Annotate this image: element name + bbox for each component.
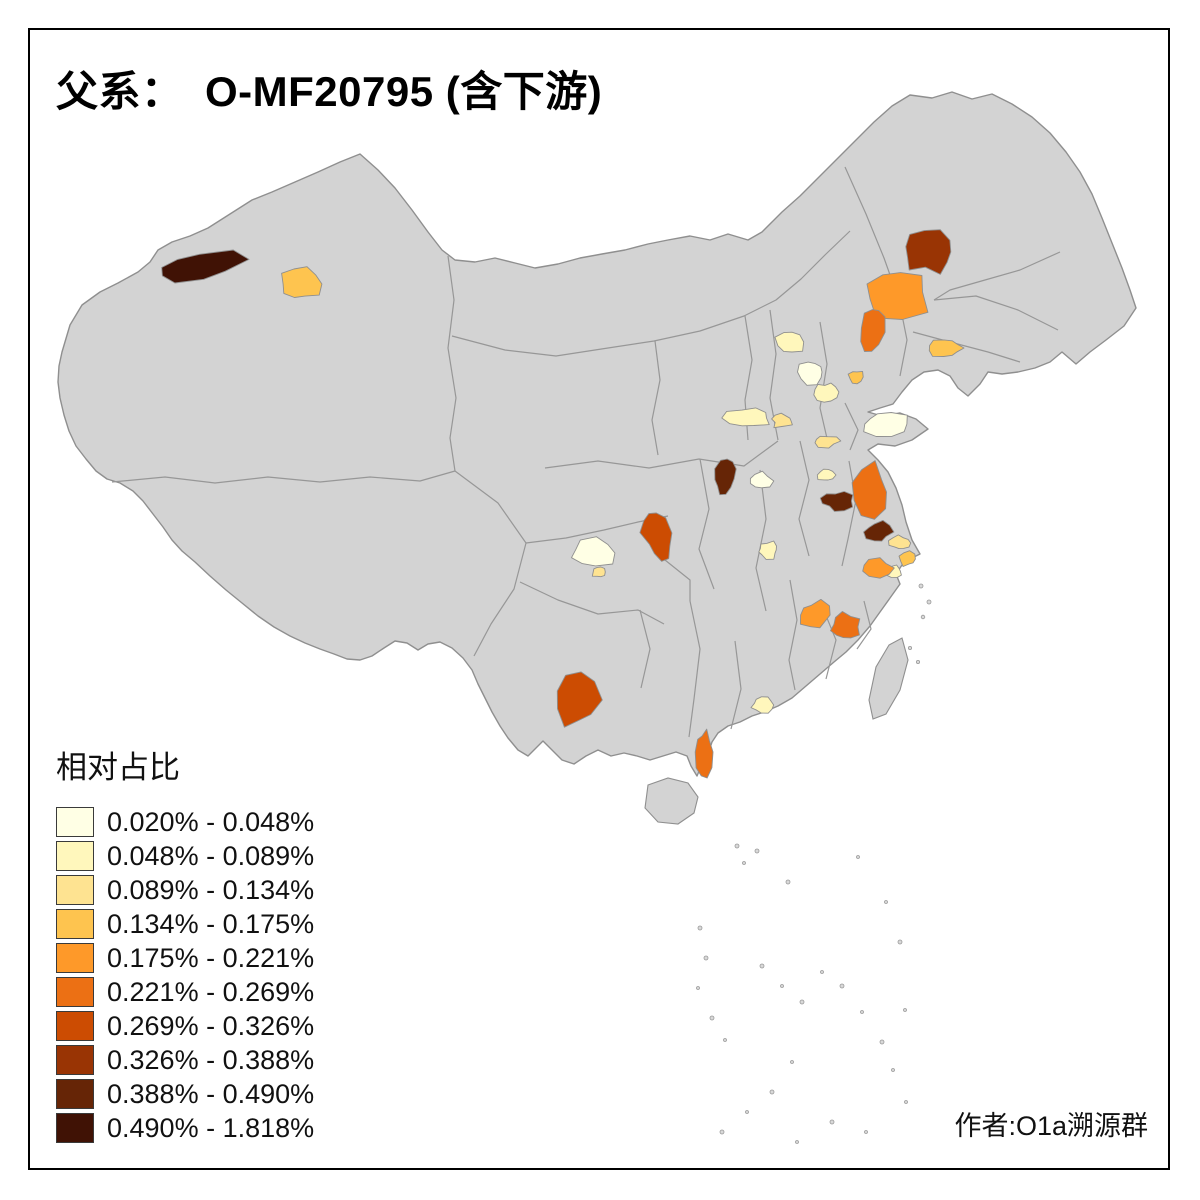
legend-swatch	[56, 1113, 94, 1143]
map-region	[758, 540, 777, 560]
map-region	[863, 412, 908, 437]
legend-label: 0.089% - 0.134%	[107, 874, 315, 905]
map-region	[749, 470, 775, 489]
legend-swatch	[56, 909, 94, 939]
legend-swatch	[56, 841, 94, 871]
legend-swatch	[56, 807, 94, 837]
attribution: 作者:O1a溯源群	[954, 1111, 1148, 1141]
map-region	[847, 370, 864, 385]
map-region	[888, 534, 912, 550]
legend-label: 0.134% - 0.175%	[107, 908, 315, 939]
map-region	[860, 309, 886, 352]
legend-label: 0.388% - 0.490%	[107, 1078, 315, 1109]
legend-label: 0.269% - 0.326%	[107, 1010, 315, 1041]
legend-label: 0.048% - 0.089%	[107, 840, 315, 871]
legend-item: 0.326% - 0.388%	[56, 1043, 314, 1077]
legend-swatch	[56, 943, 94, 973]
legend-label: 0.490% - 1.818%	[107, 1112, 315, 1143]
legend-label: 0.326% - 0.388%	[107, 1044, 315, 1075]
map-region	[750, 696, 775, 714]
legend-swatch	[56, 1045, 94, 1075]
map-region	[928, 339, 965, 357]
map-region	[714, 458, 737, 496]
legend-swatch	[56, 1011, 94, 1041]
map-region	[819, 491, 854, 512]
map-region	[830, 611, 861, 639]
choropleth-regions	[161, 229, 965, 779]
legend-item: 0.388% - 0.490%	[56, 1077, 314, 1111]
taiwan-island	[868, 637, 909, 720]
legend-label: 0.221% - 0.269%	[107, 976, 315, 1007]
legend-item: 0.020% - 0.048%	[56, 805, 314, 839]
map-region	[862, 557, 895, 579]
china-mainland	[57, 91, 1137, 777]
islands	[644, 637, 909, 825]
legend-item: 0.221% - 0.269%	[56, 975, 314, 1009]
map-region	[814, 435, 842, 449]
map-region	[771, 412, 793, 429]
map-title: 父系： O-MF20795 (含下游)	[56, 68, 603, 115]
legend-title: 相对占比	[56, 750, 180, 785]
map-region	[851, 460, 887, 520]
map-region	[799, 598, 831, 629]
legend-swatch	[56, 1079, 94, 1109]
legend-label: 0.175% - 0.221%	[107, 942, 315, 973]
map-region	[863, 519, 895, 542]
map-region	[797, 361, 823, 386]
legend-item: 0.490% - 1.818%	[56, 1111, 314, 1145]
legend-item: 0.048% - 0.089%	[56, 839, 314, 873]
minor-islands	[696, 583, 932, 1144]
hainan-island	[644, 777, 699, 825]
legend-item: 0.269% - 0.326%	[56, 1009, 314, 1043]
map-region	[281, 266, 323, 298]
map-region	[774, 331, 805, 353]
map-region	[571, 536, 616, 567]
map-region	[816, 468, 837, 481]
legend-item: 0.175% - 0.221%	[56, 941, 314, 975]
legend-label: 0.020% - 0.048%	[107, 806, 315, 837]
legend-item: 0.089% - 0.134%	[56, 873, 314, 907]
map-region	[161, 249, 250, 284]
legend-item: 0.134% - 0.175%	[56, 907, 314, 941]
map-region	[639, 512, 673, 562]
legend-swatch	[56, 875, 94, 905]
map-region	[591, 566, 606, 578]
map-region	[813, 382, 840, 403]
map-region	[694, 728, 714, 779]
legend-swatch	[56, 977, 94, 1007]
map-region	[721, 407, 770, 427]
map-region	[898, 550, 916, 567]
legend: 相对占比 0.020% - 0.048% 0.048% - 0.089% 0.0…	[56, 742, 314, 1145]
map-region	[866, 272, 929, 320]
map-region	[556, 671, 603, 728]
map-region	[905, 229, 952, 275]
